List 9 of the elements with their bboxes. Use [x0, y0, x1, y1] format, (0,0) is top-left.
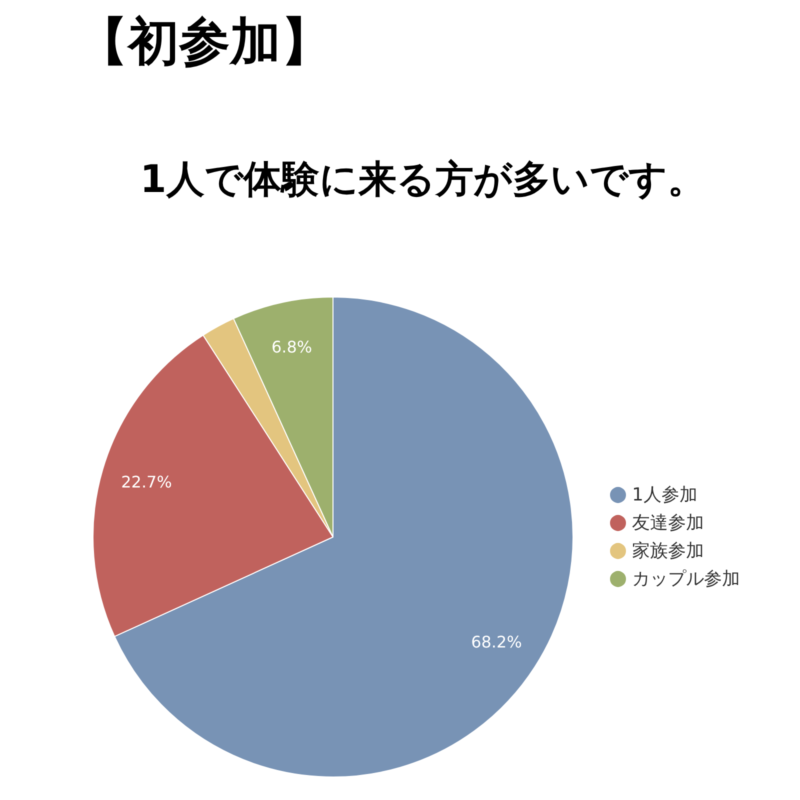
legend-label: カップル参加	[632, 568, 740, 590]
chart-subtitle: 1人で体験に来る方が多いです。	[140, 157, 706, 201]
legend-label: 1人参加	[632, 484, 698, 506]
chart-title: 【初参加】	[77, 13, 332, 72]
legend-label: 友達参加	[632, 512, 704, 534]
data-label: 6.8%	[271, 338, 312, 357]
legend-label: 家族参加	[632, 540, 704, 562]
data-label: 68.2%	[471, 632, 522, 652]
data-label: 22.7%	[121, 472, 172, 492]
